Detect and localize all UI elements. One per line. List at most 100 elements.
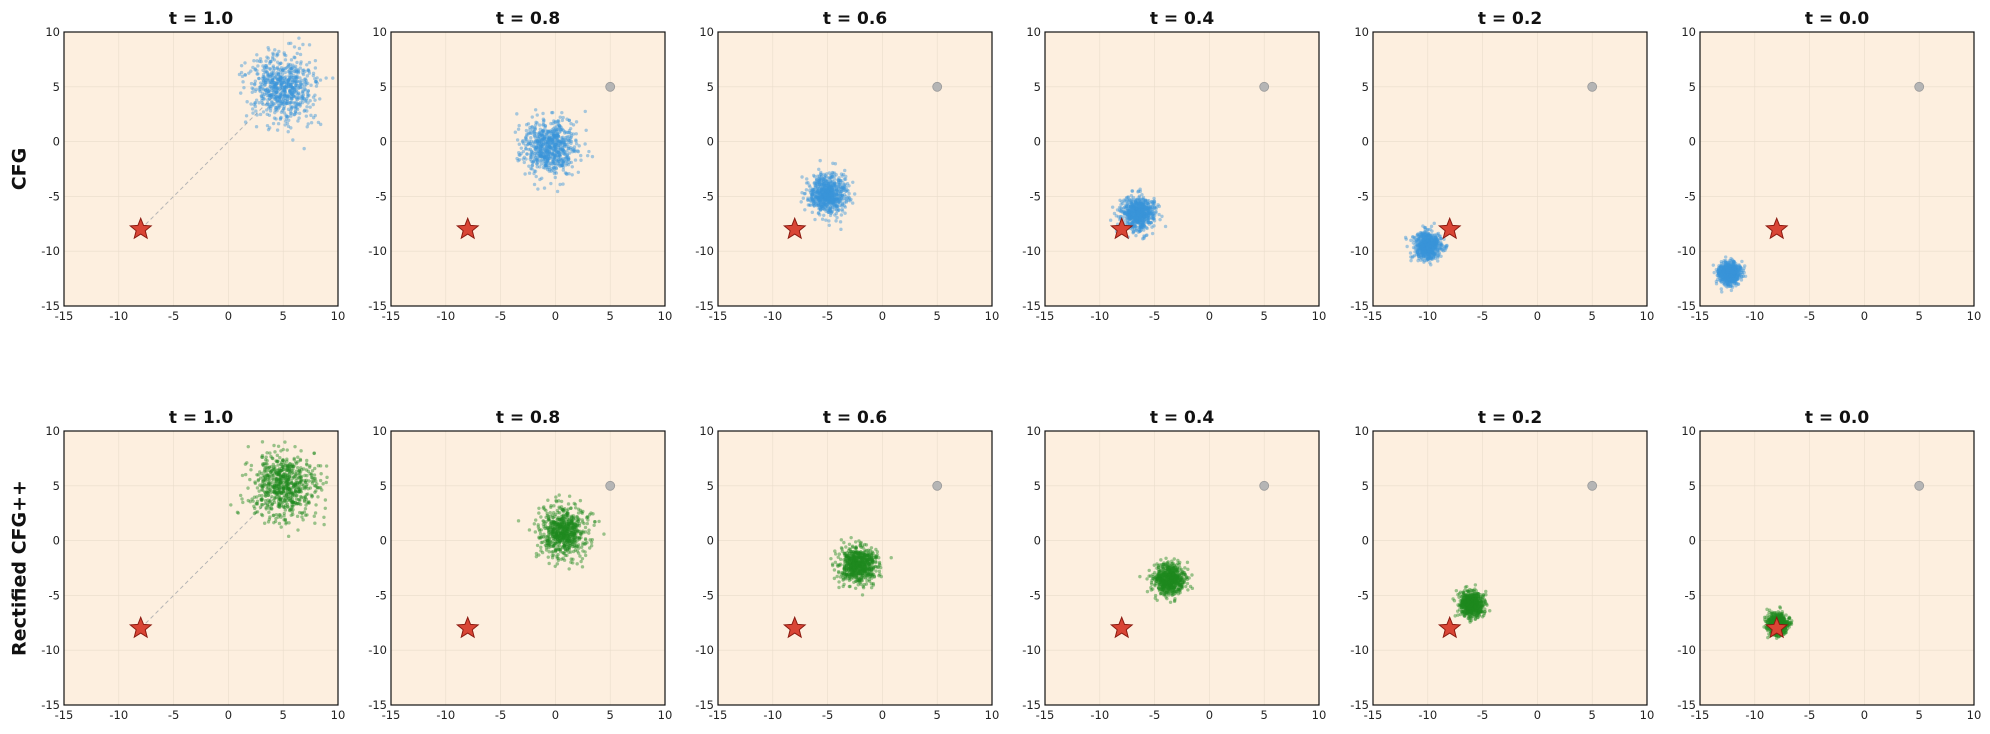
sample-point bbox=[525, 138, 528, 141]
sample-point bbox=[299, 53, 302, 56]
sample-point bbox=[237, 511, 240, 514]
x-tick-label: 10 bbox=[985, 309, 1000, 323]
sample-point bbox=[834, 173, 837, 176]
sample-point bbox=[253, 507, 256, 510]
sample-point bbox=[295, 476, 298, 479]
sample-point bbox=[1138, 198, 1141, 201]
y-tick-label: 5 bbox=[1689, 80, 1696, 94]
sample-point bbox=[533, 142, 536, 145]
sample-point bbox=[838, 204, 841, 207]
sample-point bbox=[523, 172, 526, 175]
sample-point bbox=[244, 473, 247, 476]
sample-point bbox=[1131, 205, 1134, 208]
sample-point bbox=[517, 128, 520, 131]
sample-point bbox=[1411, 255, 1414, 258]
sample-point bbox=[1728, 259, 1731, 262]
x-tick-label: 0 bbox=[879, 309, 886, 323]
sample-point bbox=[820, 183, 823, 186]
sample-point bbox=[803, 208, 806, 211]
sample-point bbox=[254, 80, 257, 83]
sample-point bbox=[518, 158, 521, 161]
sample-point bbox=[322, 523, 325, 526]
sample-point bbox=[255, 98, 258, 101]
sample-point bbox=[240, 64, 243, 67]
sample-point bbox=[1415, 250, 1418, 253]
sample-point bbox=[574, 158, 577, 161]
sample-point bbox=[1433, 253, 1436, 256]
sample-point bbox=[259, 113, 262, 116]
sample-point bbox=[839, 220, 842, 223]
y-tick-label: 10 bbox=[1026, 25, 1041, 39]
sample-point bbox=[274, 517, 277, 520]
sample-point bbox=[1158, 205, 1161, 208]
sample-point bbox=[282, 80, 285, 83]
sample-point bbox=[290, 71, 293, 74]
sample-point bbox=[525, 152, 528, 155]
x-tick-label: 10 bbox=[1967, 309, 1982, 323]
sample-point bbox=[301, 86, 304, 89]
sample-point bbox=[239, 91, 242, 94]
sample-point bbox=[275, 74, 278, 77]
sample-point bbox=[553, 167, 556, 170]
sample-point bbox=[296, 502, 299, 505]
sample-point bbox=[314, 503, 317, 506]
sample-point bbox=[299, 62, 302, 65]
sample-point bbox=[283, 123, 286, 126]
y-tick-label: 0 bbox=[53, 135, 60, 149]
sample-point bbox=[257, 101, 260, 104]
plot-area bbox=[1045, 32, 1319, 306]
sample-point bbox=[1134, 234, 1137, 237]
x-tick-label: 5 bbox=[280, 309, 287, 323]
sample-point bbox=[1428, 228, 1431, 231]
sample-point bbox=[1740, 278, 1743, 281]
sample-point bbox=[822, 214, 825, 217]
y-tick-label: -15 bbox=[1022, 299, 1041, 313]
sample-point bbox=[825, 180, 828, 183]
sample-point bbox=[273, 81, 276, 84]
sample-point bbox=[295, 70, 298, 73]
sample-point bbox=[1439, 243, 1442, 246]
sample-point bbox=[812, 174, 815, 177]
sample-point bbox=[1726, 269, 1729, 272]
sample-point bbox=[265, 487, 268, 490]
sample-point bbox=[269, 107, 272, 110]
sample-point bbox=[821, 218, 824, 221]
sample-point bbox=[283, 85, 286, 88]
sample-point bbox=[819, 201, 822, 204]
sample-point bbox=[1436, 249, 1439, 252]
sample-point bbox=[1712, 263, 1715, 266]
sample-point bbox=[267, 89, 270, 92]
sample-point bbox=[567, 163, 570, 166]
sample-point bbox=[834, 162, 837, 165]
sample-point bbox=[534, 108, 537, 111]
sample-point bbox=[542, 117, 545, 120]
sample-point bbox=[268, 483, 271, 486]
sample-point bbox=[298, 472, 301, 475]
sample-point bbox=[830, 181, 833, 184]
sample-point bbox=[313, 521, 316, 524]
sample-point bbox=[1141, 204, 1144, 207]
sample-point bbox=[562, 151, 565, 154]
sample-point bbox=[531, 115, 534, 118]
x-tick-label: 5 bbox=[280, 708, 287, 722]
sample-point bbox=[301, 91, 304, 94]
sample-point bbox=[826, 186, 829, 189]
sample-point bbox=[287, 119, 290, 122]
sample-point bbox=[298, 76, 301, 79]
sample-point bbox=[290, 67, 293, 70]
sample-point bbox=[570, 140, 573, 143]
y-tick-label: 10 bbox=[1681, 25, 1696, 39]
sample-point bbox=[256, 510, 259, 513]
sample-point bbox=[1134, 225, 1137, 228]
sample-point bbox=[285, 78, 288, 81]
x-tick-label: 0 bbox=[225, 708, 232, 722]
sample-point bbox=[546, 159, 549, 162]
sample-point bbox=[561, 163, 564, 166]
sample-point bbox=[851, 201, 854, 204]
sample-point bbox=[1152, 217, 1155, 220]
panel-title: t = 0.0 bbox=[1805, 9, 1869, 29]
sample-point bbox=[1724, 255, 1727, 258]
source-marker bbox=[933, 82, 942, 91]
